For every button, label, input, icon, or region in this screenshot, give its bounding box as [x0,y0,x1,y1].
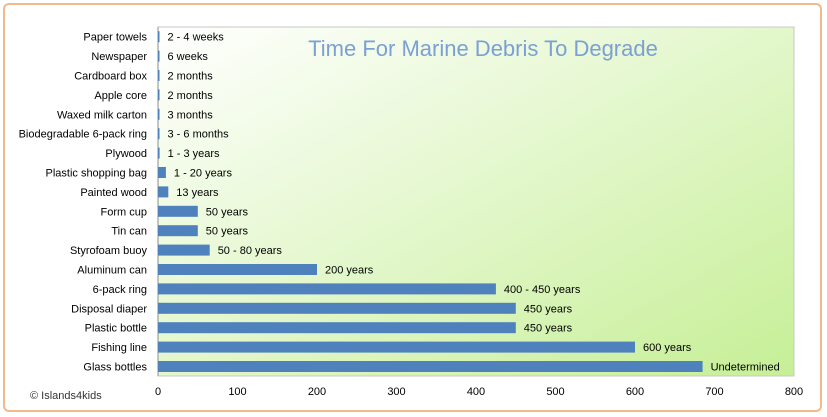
data-label: 3 - 6 months [168,129,230,141]
bar [158,128,160,140]
data-label: 200 years [325,265,374,277]
category-label: Disposal diaper [71,303,147,315]
bar [158,31,160,43]
plot-area [157,26,795,377]
data-label: 2 months [168,90,214,102]
copyright-text: © Islands4kids [30,390,102,402]
data-label: 50 years [206,226,249,238]
bar [158,89,160,101]
data-label: 450 years [524,323,573,335]
category-label: Fishing line [91,342,147,354]
data-label: 600 years [643,342,692,354]
category-label: 6-pack ring [93,284,147,296]
x-tick-label: 700 [705,386,723,398]
x-tick-label: 0 [155,386,161,398]
data-label: 2 - 4 weeks [168,32,225,44]
bar [158,361,703,372]
category-label: Cardboard box [74,71,147,83]
x-tick-label: 200 [308,386,326,398]
category-label: Plywood [105,148,147,160]
data-label: 1 - 3 years [168,148,220,160]
x-tick-label: 100 [228,386,246,398]
bar [158,264,317,275]
category-label: Styrofoam buoy [70,245,148,257]
data-label: Undetermined [711,362,780,374]
bar [158,302,516,314]
bar [158,322,516,334]
bar [158,167,166,178]
category-label: Painted wood [80,187,147,199]
bar [158,50,160,62]
category-label: Apple core [94,90,147,102]
bar [158,108,160,120]
bar [158,205,198,217]
bar [158,186,169,198]
bar [158,225,198,237]
x-tick-label: 800 [785,386,803,398]
x-tick-label: 300 [387,386,405,398]
category-label: Plastic shopping bag [45,168,147,180]
data-label: 450 years [524,303,573,315]
chart-title: Time For Marine Debris To Degrade [308,36,658,61]
bar [158,341,635,353]
bar [158,283,496,295]
data-label: 1 - 20 years [174,168,233,180]
data-label: 400 - 450 years [504,284,581,296]
x-tick-label: 400 [467,386,485,398]
bar [158,244,210,256]
data-label: 3 months [168,109,214,121]
category-label: Plastic bottle [85,323,147,335]
data-label: 2 months [168,71,214,83]
data-label: 50 years [206,206,249,218]
category-label: Biodegradable 6-pack ring [19,129,147,141]
data-label: 6 weeks [168,51,209,63]
category-label: Glass bottles [83,362,147,374]
category-label: Form cup [101,206,147,218]
bar [158,147,160,159]
category-label: Tin can [111,226,147,238]
data-label: 50 - 80 years [218,245,283,257]
data-label: 13 years [176,187,219,199]
category-label: Waxed milk carton [57,109,147,121]
category-label: Aluminum can [77,265,147,277]
category-label: Newspaper [91,51,147,63]
bar [158,70,160,81]
x-tick-label: 500 [546,386,564,398]
x-tick-label: 600 [626,386,644,398]
category-label: Paper towels [83,32,147,44]
